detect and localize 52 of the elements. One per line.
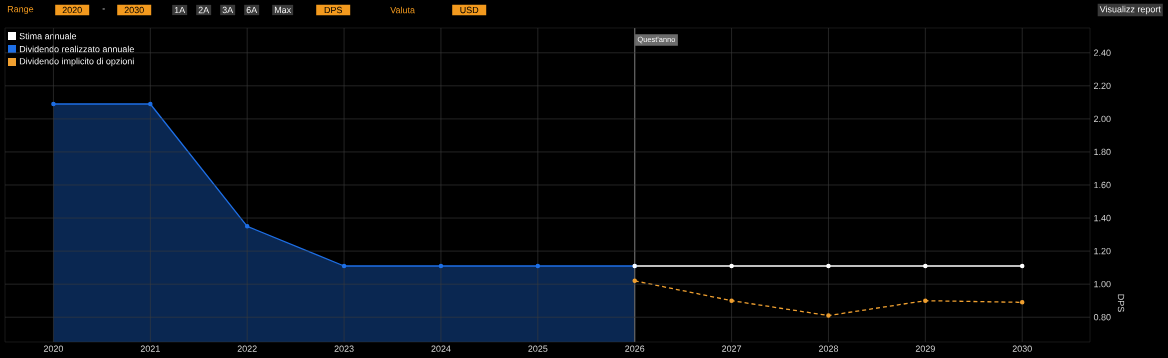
- point: [244, 224, 250, 229]
- x-tick-label: 2028: [818, 345, 839, 352]
- point: [341, 263, 347, 269]
- y-tick-label: 1.60: [1094, 181, 1111, 189]
- x-tick-label: 2030: [1012, 345, 1032, 352]
- point: [923, 298, 928, 303]
- y-tick-label: 0.80: [1093, 314, 1111, 321]
- text: 6A: [246, 6, 258, 14]
- text: Visualizz report: [1099, 5, 1161, 15]
- point: [438, 263, 444, 269]
- text: 2A: [198, 6, 210, 14]
- x-tick-label: 2025: [528, 345, 548, 352]
- text: 2020: [62, 6, 82, 14]
- point: [148, 101, 153, 107]
- x-tick-label: 2026: [625, 345, 645, 352]
- legend-label: Stima annuale: [19, 32, 77, 40]
- y-tick-label: 1.20: [1094, 247, 1111, 255]
- y-tick-label: 2.40: [1094, 49, 1111, 56]
- point: [51, 101, 56, 107]
- point: [729, 263, 734, 269]
- y-tick-label: 2.20: [1094, 82, 1111, 90]
- legend-label: Dividendo implicito di opzioni: [19, 57, 134, 67]
- x-tick-label: 2021: [140, 345, 160, 352]
- legend-label: Dividendo realizzato annuale: [19, 45, 134, 53]
- text: 1A: [174, 6, 186, 14]
- x-tick-label: 2029: [915, 345, 935, 352]
- y-tick-label: 1.80: [1094, 148, 1111, 156]
- text: -: [102, 8, 105, 10]
- point: [535, 263, 541, 269]
- text: Range: [7, 5, 34, 15]
- point: [729, 298, 734, 303]
- text: DPS: [324, 6, 343, 14]
- x-tick-label: 2024: [431, 345, 451, 352]
- point: [826, 313, 831, 318]
- text: USD: [460, 6, 479, 14]
- y-tick-label: 1.00: [1094, 280, 1111, 288]
- y-tick-label: 2.00: [1094, 115, 1111, 123]
- x-tick-label: 2027: [722, 345, 742, 352]
- text: Max: [274, 6, 292, 14]
- x-tick-label: 2023: [334, 345, 354, 352]
- y-axis-title: DPS: [1117, 294, 1125, 312]
- point: [1019, 300, 1025, 305]
- point: [923, 263, 928, 269]
- x-tick-label: 2022: [237, 345, 257, 352]
- text: 3A: [222, 6, 234, 14]
- point: [632, 278, 637, 284]
- point: [826, 263, 831, 269]
- x-tick-label: 2020: [43, 345, 64, 352]
- text: Valuta: [390, 6, 415, 14]
- point: [1019, 263, 1025, 269]
- y-tick-label: 1.40: [1094, 214, 1111, 222]
- text: 2030: [124, 6, 144, 14]
